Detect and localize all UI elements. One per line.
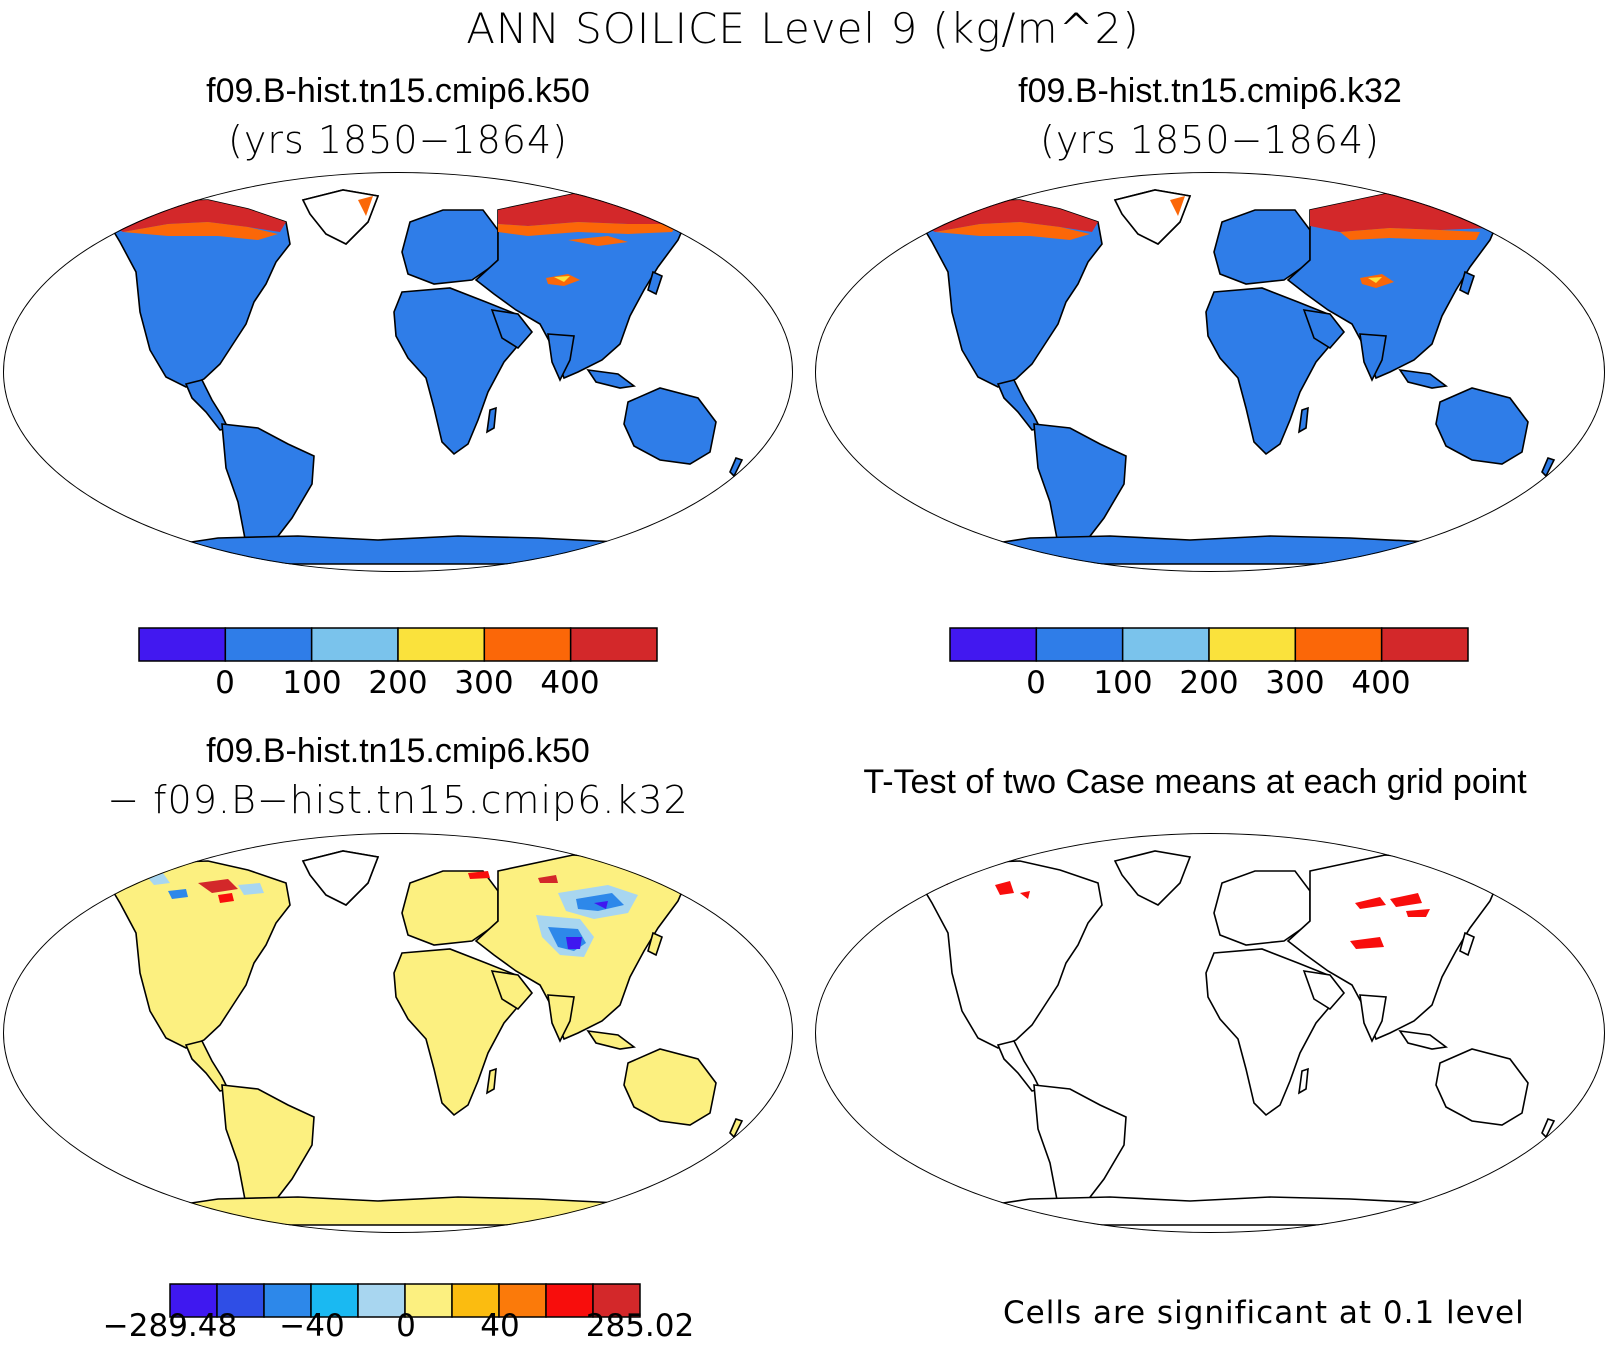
colorbar-diff-tick: 40 <box>480 1308 520 1344</box>
colorbar-diff-tick: −40 <box>279 1308 345 1344</box>
colorbar-diff-tick: 0 <box>396 1308 416 1344</box>
significance-note: Cells are significant at 0.1 level <box>1003 1295 1525 1331</box>
colorbar-diff-box <box>357 1283 406 1318</box>
colorbar-case1-tick: 300 <box>454 665 514 701</box>
colorbar-case1-tick: 200 <box>368 665 428 701</box>
colorbar-diff-tick: 285.02 <box>585 1308 695 1344</box>
colorbar-case1-box <box>138 627 227 662</box>
colorbar-case2-tick: 200 <box>1179 665 1239 701</box>
colorbar-case1-box <box>224 627 313 662</box>
colorbar-case2-tick: 400 <box>1351 665 1411 701</box>
colorbar-diff-tick: −289.48 <box>102 1308 238 1344</box>
colorbar-case1-box <box>569 627 658 662</box>
panel-title-case1: f09.B-hist.tn15.cmip6.k50 <box>206 72 590 110</box>
colorbar-case1-tick: 0 <box>215 665 235 701</box>
colorbar-diff <box>169 1283 641 1318</box>
colorbar-case2-box <box>1380 627 1469 662</box>
colorbar-case1 <box>138 627 658 662</box>
colorbar-case2-tick: 300 <box>1265 665 1325 701</box>
colorbar-case1-box <box>483 627 572 662</box>
colorbar-diff-box <box>310 1283 359 1318</box>
map-case2 <box>815 172 1605 572</box>
colorbar-case2-box <box>1121 627 1210 662</box>
colorbar-case2-box <box>949 627 1038 662</box>
colorbar-diff-box <box>216 1283 265 1318</box>
panel-subtitle-case1: (yrs 1850−1864) <box>228 118 568 162</box>
colorbar-diff-box <box>498 1283 547 1318</box>
panel-title-diff: f09.B-hist.tn15.cmip6.k50 <box>206 732 590 770</box>
map-case1 <box>3 172 793 572</box>
colorbar-diff-box <box>592 1283 641 1318</box>
colorbar-case2 <box>949 627 1469 662</box>
panel-subtitle-diff: − f09.B−hist.tn15.cmip6.k32 <box>107 778 689 822</box>
map-diff <box>3 833 793 1233</box>
colorbar-case1-tick: 100 <box>282 665 342 701</box>
panel-subtitle-case2: (yrs 1850−1864) <box>1040 118 1380 162</box>
colorbar-case2-tick: 0 <box>1026 665 1046 701</box>
colorbar-case2-box <box>1294 627 1383 662</box>
panel-title-case2: f09.B-hist.tn15.cmip6.k32 <box>1018 72 1402 110</box>
colorbar-case1-box <box>397 627 486 662</box>
colorbar-case2-tick: 100 <box>1093 665 1153 701</box>
colorbar-case1-tick: 400 <box>540 665 600 701</box>
panel-title-ttest: T-Test of two Case means at each grid po… <box>863 763 1527 801</box>
colorbar-case2-box <box>1208 627 1297 662</box>
colorbar-case1-box <box>310 627 399 662</box>
colorbar-case2-box <box>1035 627 1124 662</box>
figure-title: ANN SOILICE Level 9 (kg/m^2) <box>466 4 1140 53</box>
colorbar-diff-box <box>404 1283 453 1318</box>
map-ttest <box>815 833 1605 1233</box>
